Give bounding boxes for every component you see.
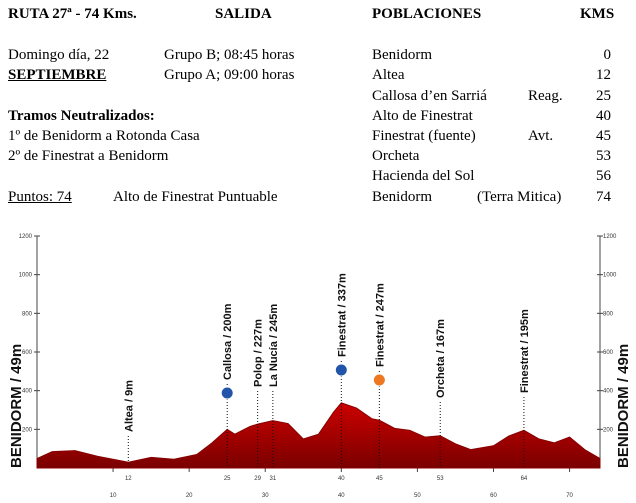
- town-km: 74: [596, 189, 611, 205]
- marker-label: Altea / 9m: [123, 380, 135, 432]
- y-tick-label: 1200: [19, 234, 33, 240]
- y-tick-label: 800: [603, 311, 614, 317]
- town-name: Callosa d’en Sarriá: [372, 88, 487, 104]
- town-note: (Terra Mitica): [477, 189, 562, 205]
- y-tick-label: 200: [22, 427, 33, 433]
- marker-label: Callosa / 200m: [222, 303, 234, 380]
- start-header: SALIDA: [215, 6, 272, 22]
- points-text: Alto de Finestrat Puntuable: [113, 189, 278, 205]
- town-km: 0: [603, 47, 612, 63]
- neutral-title: Tramos Neutralizados:: [8, 108, 155, 124]
- town-km: 53: [596, 148, 611, 164]
- y-tick-label: 200: [603, 427, 614, 433]
- x-tick-label: 70: [566, 493, 573, 499]
- route: RUTA 27ª - 74 Kms.: [8, 6, 137, 22]
- marker-km: 45: [376, 476, 383, 482]
- x-tick-label: 20: [186, 493, 193, 499]
- x-tick-label: 60: [490, 493, 497, 499]
- y-tick-label: 1200: [603, 234, 617, 240]
- marker-label: Orcheta / 167m: [435, 319, 447, 398]
- y-tick-label: 600: [22, 350, 33, 356]
- climb-icon: [372, 373, 386, 387]
- end-label: BENIDORM / 49m: [615, 344, 632, 468]
- town-note: Avt.: [528, 128, 554, 144]
- points-label: Puntos: 74: [8, 189, 72, 205]
- marker-label: La Nucía / 245m: [268, 304, 280, 387]
- kms-header: KMS: [580, 6, 615, 22]
- marker-km: 64: [521, 476, 528, 482]
- town-km: 45: [596, 128, 611, 144]
- day: Domingo día, 22: [8, 47, 110, 63]
- town-name: Benidorm: [372, 47, 432, 63]
- marker-km: 12: [125, 476, 132, 482]
- town-name: Hacienda del Sol: [372, 168, 475, 184]
- y-tick-label: 1000: [19, 273, 33, 279]
- town-km: 56: [596, 168, 611, 184]
- start-label: BENIDORM / 49m: [8, 344, 25, 468]
- town-km: 40: [596, 108, 611, 124]
- x-tick-label: 10: [110, 493, 117, 499]
- x-tick-label: 50: [414, 493, 421, 499]
- marker-km: 53: [437, 476, 444, 482]
- town-name: Finestrat (fuente): [372, 128, 476, 144]
- town-name: Altea: [372, 67, 405, 83]
- x-tick-label: 30: [262, 493, 269, 499]
- marker-label: Finestrat / 195m: [519, 309, 531, 393]
- marker-km: 31: [270, 476, 277, 482]
- town-km: 12: [596, 67, 611, 83]
- marker-label: Polop / 227m: [253, 319, 265, 387]
- y-tick-label: 400: [603, 389, 614, 395]
- group-a: Grupo A; 09:00 horas: [164, 67, 295, 83]
- month: SEPTIEMBRE: [8, 67, 107, 83]
- y-tick-label: 600: [603, 350, 614, 356]
- town-km: 25: [596, 88, 611, 104]
- x-tick-label: 40: [338, 493, 345, 499]
- y-tick-label: 800: [22, 311, 33, 317]
- neutral-item: 1º de Benidorm a Rotonda Casa: [8, 128, 200, 144]
- climb-icon: [334, 363, 348, 377]
- towns-header: POBLACIONES: [372, 6, 482, 22]
- y-tick-label: 1000: [603, 273, 617, 279]
- town-note: Reag.: [528, 88, 563, 104]
- marker-label: Finestrat / 337m: [336, 273, 348, 357]
- climb-icon: [220, 386, 234, 400]
- marker-km: 40: [338, 476, 345, 482]
- y-tick-label: 400: [22, 389, 33, 395]
- town-name: Benidorm: [372, 189, 432, 205]
- marker-km: 25: [224, 476, 231, 482]
- marker-label: Finestrat / 247m: [374, 283, 386, 367]
- group-b: Grupo B; 08:45 horas: [164, 47, 295, 63]
- town-name: Alto de Finestrat: [372, 108, 473, 124]
- marker-km: 29: [254, 476, 261, 482]
- profile-area: [36, 402, 601, 469]
- neutral-item: 2º de Finestrat a Benidorm: [8, 148, 169, 164]
- town-name: Orcheta: [372, 148, 420, 164]
